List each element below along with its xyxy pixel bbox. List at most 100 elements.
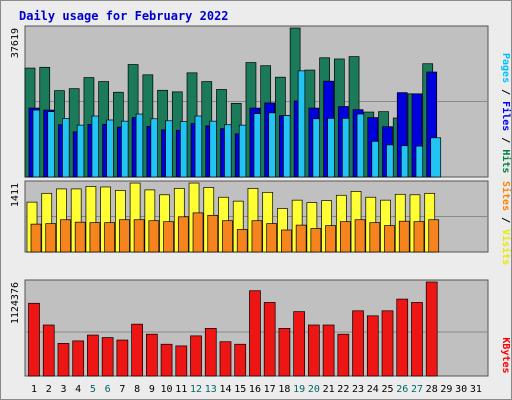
x-tick-label: 27 [411,384,423,395]
x-tick-label: 10 [161,384,173,395]
bar-sites [104,222,116,253]
x-tick-label: 1 [31,384,37,395]
x-tick-label: 17 [264,384,276,395]
x-tick-label: 16 [249,384,261,395]
bar-sites [30,223,42,253]
bar-sites [428,219,440,253]
bar-kbytes [308,324,320,377]
bar-sites [354,219,366,253]
bar-sites [192,212,204,253]
side-label-part: / [500,131,511,149]
x-tick-label: 18 [278,384,290,395]
bar-kbytes [145,333,158,377]
x-tick-label: 23 [352,384,364,395]
bar-kbytes [411,302,423,377]
x-tick-label: 11 [175,384,187,395]
bar-kbytes [278,327,291,377]
bar-kbytes [175,345,188,377]
bar-kbytes [101,337,114,377]
bar-sites [89,222,101,253]
side-label-part: KBytes [500,337,511,373]
x-tick-label: 3 [60,384,66,395]
bar-kbytes [322,324,335,377]
bar-sites [236,229,248,253]
x-tick-label: 22 [337,384,349,395]
x-tick-label: 9 [149,384,155,395]
chart-title: Daily usage for February 2022 [19,9,229,23]
bar-kbytes [190,335,202,377]
x-tick-label: 13 [205,384,217,395]
side-label-part: Hits [500,149,512,173]
bar-sites [251,220,263,253]
bar-kbytes [263,302,276,377]
bar-sites [413,221,425,253]
side-label-part: / [500,83,511,101]
bar-kbytes [352,310,364,377]
bar-kbytes [366,315,379,377]
bar-sites [74,221,86,253]
side-label-part: Visits [500,229,512,265]
x-tick-label: 24 [367,384,379,395]
bar-sites [325,225,336,253]
x-tick-label: 26 [396,384,408,395]
bar-kbytes [293,311,305,377]
y-max-label: 1411 [10,183,21,207]
bar-kbytes [57,343,70,377]
bar-kbytes [28,302,40,377]
x-tick-label: 25 [381,384,393,395]
bar-kbytes [425,281,438,377]
bar-kbytes [219,341,232,377]
bar-sites [398,220,410,253]
bar-sites [148,220,160,253]
panel-side-label: Sites / Visits [500,181,512,265]
x-tick-label: 15 [234,384,246,395]
bar-sites [177,216,189,253]
side-label-part: Sites [500,181,512,211]
x-tick-label: 19 [293,384,305,395]
x-tick-label: 6 [105,384,111,395]
bar-kbytes [204,327,217,377]
x-tick-label: 4 [75,384,81,395]
bar-pages [430,137,442,178]
bar-sites [339,221,351,253]
x-tick-label: 28 [426,384,438,395]
bar-sites [266,223,278,253]
bar-sites [163,221,174,253]
x-tick-label: 14 [219,384,231,395]
bar-kbytes [234,343,247,377]
panel-side-label: Pages / Files / Hits [500,53,512,173]
y-max-label: 37619 [10,28,21,58]
bar-kbytes [337,333,350,377]
x-tick-label: 7 [119,384,125,395]
bar-kbytes [42,324,55,377]
bar-kbytes [249,290,261,377]
x-tick-label: 20 [308,384,320,395]
x-tick-label: 8 [134,384,140,395]
x-tick-label: 12 [190,384,202,395]
y-max-label: 1124376 [10,282,21,324]
bar-sites [45,223,57,253]
side-label-part: Files [500,101,512,131]
x-tick-label: 31 [470,384,482,395]
side-label-part: Pages [500,53,511,83]
bar-sites [133,219,145,253]
x-tick-label: 29 [440,384,452,395]
bar-kbytes [381,310,394,377]
x-tick-label: 2 [46,384,52,395]
x-tick-label: 5 [90,384,96,395]
bar-sites [295,224,307,253]
bar-sites [369,222,381,253]
x-tick-label: 30 [455,384,467,395]
bar-kbytes [160,343,173,377]
bar-kbytes [396,298,409,377]
bar-kbytes [87,334,99,377]
bar-sites [119,219,130,253]
x-tick-label: 21 [323,384,335,395]
bar-sites [60,219,71,253]
bar-sites [310,228,322,253]
bar-sites [384,225,395,253]
bar-kbytes [72,340,85,377]
bar-kbytes [131,323,143,377]
bar-kbytes [116,339,129,377]
panel-side-label: KBytes [500,337,511,373]
